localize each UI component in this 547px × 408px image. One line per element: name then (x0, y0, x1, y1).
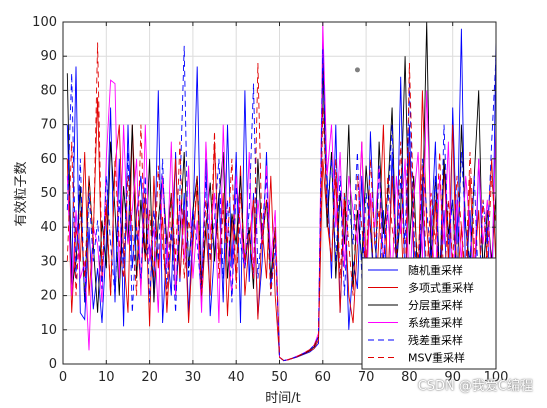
series-line-6 (66, 42, 497, 362)
y-tick-label: 10 (40, 323, 57, 338)
x-tick-label: 0 (59, 370, 67, 385)
x-tick-label: 80 (401, 370, 418, 385)
y-tick-label: 40 (40, 220, 57, 235)
y-tick-label: 30 (40, 254, 57, 269)
x-axis-label: 时间/t (265, 391, 300, 406)
y-tick-label: 60 (40, 152, 57, 167)
y-tick-labels: 0 10 20 30 40 50 60 70 80 90 100 (32, 15, 57, 372)
x-tick-label: 60 (315, 370, 332, 385)
watermark: CSDN @我爱C编程 (417, 379, 533, 394)
annotation-point (354, 67, 360, 73)
legend-label: 随机重采样 (408, 263, 463, 277)
legend-label: 系统重采样 (408, 316, 463, 330)
legend-label: 多项式重采样 (408, 281, 474, 295)
y-tick-label: 90 (40, 49, 57, 64)
plot-area (66, 21, 497, 362)
legend-label: MSV重采样 (408, 351, 465, 365)
x-tick-label: 50 (271, 370, 288, 385)
x-tick-label: 40 (228, 370, 245, 385)
legend-label: 分层重采样 (408, 298, 463, 312)
y-tick-label: 0 (49, 357, 57, 372)
x-tick-label: 10 (98, 370, 115, 385)
legend-label: 残差重采样 (408, 333, 463, 347)
y-tick-label: 50 (40, 186, 57, 201)
legend-box (361, 257, 497, 370)
x-tick-label: 20 (141, 370, 158, 385)
y-tick-label: 70 (40, 118, 57, 133)
x-tick-label: 90 (444, 370, 461, 385)
y-tick-label: 100 (32, 15, 57, 30)
x-tick-label: 30 (185, 370, 202, 385)
y-tick-label: 80 (40, 83, 57, 98)
x-tick-labels: 0 10 20 30 40 50 60 70 80 90 100 (59, 370, 509, 385)
y-axis-label: 有效粒子数 (14, 161, 29, 226)
x-tick-label: 70 (358, 370, 375, 385)
y-tick-label: 20 (40, 289, 57, 304)
x-tick-label: 100 (484, 370, 509, 385)
